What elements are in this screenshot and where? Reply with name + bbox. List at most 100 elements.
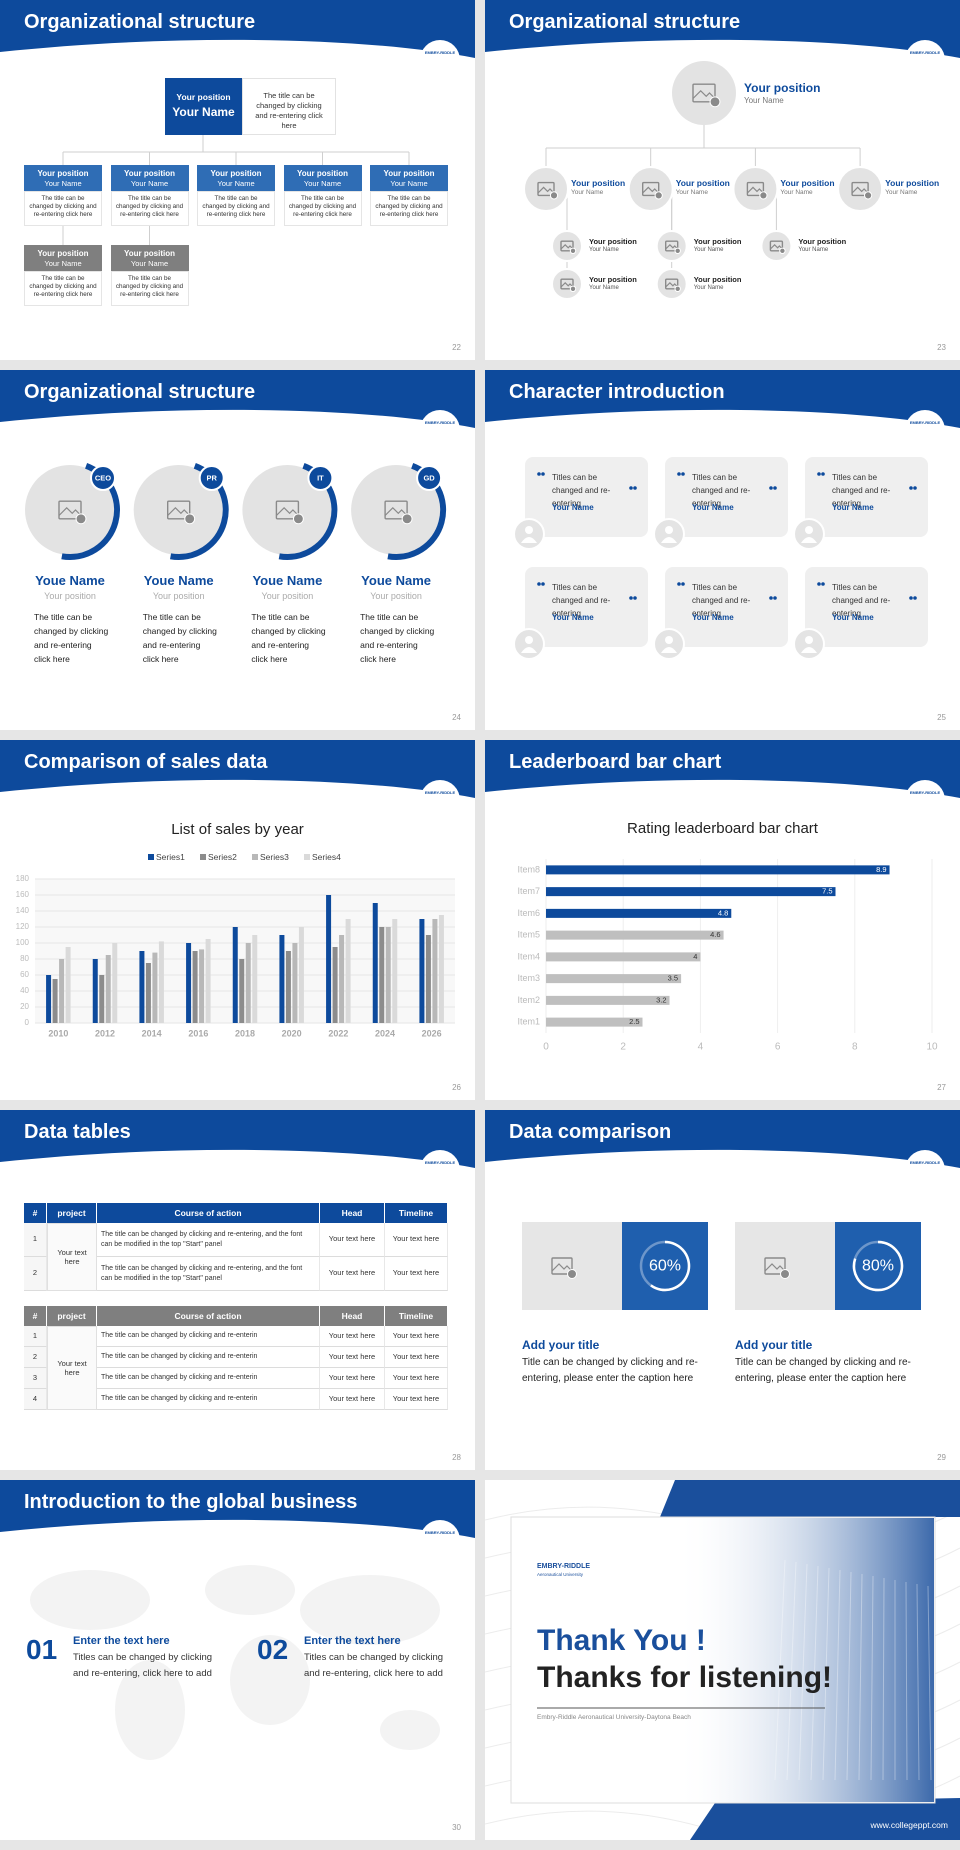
photo-stripe [882, 1577, 885, 1781]
slide-title: Introduction to the global business [24, 1491, 358, 1513]
member-card: Your position Your Name [24, 245, 102, 271]
chart-title: Rating leaderboard bar chart [627, 820, 818, 837]
member-card: Your position Your Name [110, 165, 189, 191]
member-card: Your position Your Name [283, 165, 362, 191]
tag-label: GD [423, 474, 435, 483]
x-tick-label: 2022 [328, 1028, 348, 1038]
slide-number: 26 [452, 1083, 461, 1092]
image-icon-plus [292, 513, 304, 525]
photo-stripe [810, 1565, 819, 1781]
table-cell: Your text here [385, 1223, 448, 1257]
slide: EMBRY-RIDDLE Organizational structure 22 Yo… [0, 0, 475, 360]
slide-art: EMBRY-RIDDLE [0, 1110, 475, 1190]
quote-mark [909, 596, 913, 600]
slide-title: Leaderboard bar chart [509, 751, 722, 773]
avatar-body [801, 537, 817, 543]
tag-badge [90, 465, 116, 491]
image-icon-plus [674, 285, 681, 292]
bar [145, 963, 151, 1023]
y-tick-label: 160 [16, 890, 30, 899]
photo-stripe [905, 1581, 908, 1781]
bar [546, 995, 670, 1005]
item-title: Enter the text here [304, 1635, 401, 1647]
table-header-cell: Head [320, 1306, 385, 1326]
header-band [0, 370, 475, 428]
member-text: The title can be changed by clicking and… [110, 191, 189, 226]
quote-mark [769, 596, 773, 600]
x-tick-label: 2020 [282, 1028, 302, 1038]
data-label: 4.6 [710, 930, 720, 939]
logo-badge [420, 40, 460, 80]
thanks-headline: Thanks for listening! [537, 1661, 833, 1694]
person-photo [25, 465, 115, 555]
table-header-cell: project [47, 1306, 97, 1326]
bar [345, 919, 351, 1023]
data-label: 4 [693, 952, 697, 961]
bar [252, 935, 258, 1023]
child-name: Your Name [589, 247, 619, 253]
avatar-head [805, 636, 813, 644]
quote-mark [773, 486, 777, 490]
member-text: The title can be changed by clicking and… [283, 191, 362, 226]
logo-text: EMBRY-RIDDLE [425, 420, 456, 425]
card-title: Add your title [735, 1338, 813, 1352]
image-icon-mountain [665, 281, 679, 288]
image-icon [746, 181, 765, 197]
bar [92, 959, 98, 1023]
y-tick-label: 60 [20, 970, 29, 979]
member-text: The title can be changed by clicking and… [197, 191, 275, 226]
avatar-head [665, 636, 673, 644]
head-text: The title can be changed by clicking and… [242, 78, 336, 135]
image-icon [664, 278, 679, 290]
image-icon-mountain [746, 186, 764, 194]
table-cell: Your text here [320, 1223, 385, 1257]
item-text: Titles can be changed by clicking and re… [73, 1652, 213, 1679]
slide-number: 29 [937, 1453, 946, 1462]
table-cell: 3 [24, 1368, 47, 1389]
legend-label: Series2 [208, 852, 237, 862]
thanks-subtitle: Embry-Riddle Aeronautical University-Day… [537, 1714, 691, 1721]
child-name: Your Name [798, 247, 829, 253]
bar [285, 951, 291, 1023]
legend-label: Series4 [312, 852, 341, 862]
y-category-label: Item2 [517, 995, 540, 1005]
ring-value [650, 1240, 691, 1292]
image-icon-mountain [275, 506, 299, 516]
bar [152, 952, 158, 1023]
table-cell: The title can be changed by clicking and… [97, 1223, 320, 1257]
head-name: Your Name [744, 96, 784, 105]
photo-stripe [834, 1569, 841, 1781]
image-icon [384, 500, 408, 520]
image-icon [58, 500, 82, 520]
image-icon-plus [549, 191, 559, 200]
header-band [0, 740, 475, 798]
slide-title: Organizational structure [24, 11, 256, 33]
header-band [0, 1110, 475, 1168]
quote-mark [537, 582, 541, 586]
table-cell: Your text here [385, 1389, 448, 1410]
bar [546, 865, 890, 875]
branch-name: Your Name [675, 189, 708, 196]
table-header-cell: # [24, 1203, 47, 1223]
slide-title: Data comparison [509, 1121, 672, 1143]
y-category-label: Item4 [517, 951, 540, 961]
child-position: Your position [798, 237, 847, 246]
table-header-cell: Course of action [97, 1306, 320, 1326]
person-name: Youe Name [35, 573, 105, 588]
image-icon-plus [864, 191, 873, 200]
member-name: Your Name [44, 259, 82, 268]
member-text: The title can be changed by clicking and… [24, 191, 102, 226]
data-label: 8.9 [876, 865, 886, 874]
item-text: Titles can be changed by clicking and re… [304, 1652, 444, 1679]
x-tick-label: 2026 [422, 1028, 442, 1038]
quote-mark [817, 472, 821, 476]
project-cell: Your text here [47, 1223, 97, 1291]
quote-mark [821, 472, 825, 476]
head-card: Your position Your Name [165, 78, 242, 135]
table-cell: The title can be changed by clicking and… [97, 1257, 320, 1291]
image-icon-plus [567, 1269, 577, 1279]
member-name: Your Name [130, 179, 169, 188]
logo-badge [420, 1150, 460, 1190]
card-name: Your Name [692, 613, 734, 622]
bar [326, 895, 332, 1023]
